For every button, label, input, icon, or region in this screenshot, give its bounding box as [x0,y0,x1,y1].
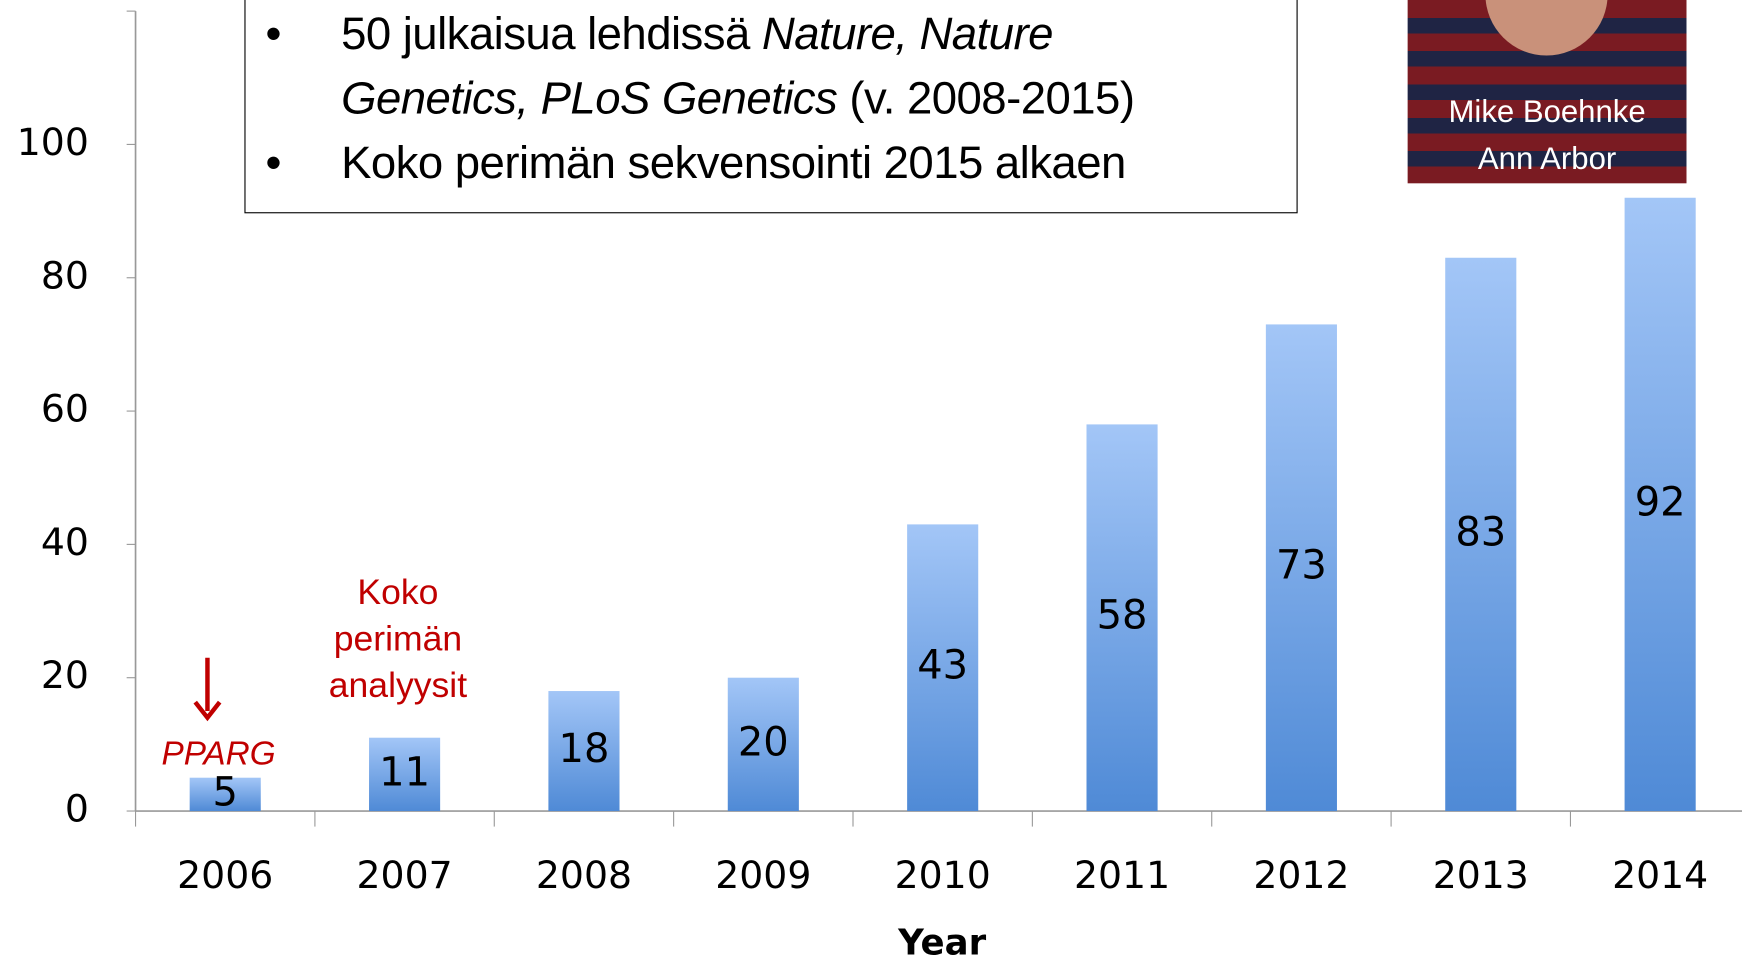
value-label: 83 [1455,509,1506,555]
x-tick-label: 2011 [1074,853,1170,897]
x-tick-label: 2006 [177,853,273,897]
x-tick-label: 2012 [1253,853,1349,897]
bullet-text: Koko perimän sekvensointi 2015 alkaen [341,136,1126,188]
caption-line: Mike Boehnke [1448,94,1646,129]
photo-face [1485,0,1608,56]
value-label: 73 [1276,543,1327,589]
y-tick-label: 80 [41,253,89,297]
x-tick-label: 2007 [357,853,453,897]
bullet-list: 50 julkaisua lehdissä Nature, Nature Gen… [246,0,1297,194]
x-axis-label: Year [897,922,987,963]
bullet-text: Nature, Nature Genetics, PLoS Genetics [341,7,1053,124]
bullet: Koko perimän sekvensointi 2015 alkaen [266,130,1252,194]
x-tick-label: 2008 [536,853,632,897]
y-tick-label: 100 [17,120,89,164]
value-label: 11 [379,749,430,795]
annotation: Koko [357,572,438,612]
annotation: analyysit [329,665,467,705]
bar [727,677,799,812]
annotation: perimän [334,618,462,658]
bar [548,691,620,812]
photo: Mike Boehnke Ann Arbor [1407,0,1687,184]
bar [1086,424,1158,812]
annotation-arrow-head [193,700,222,722]
value-label: 20 [738,719,789,765]
x-tick-label: 2013 [1433,853,1529,897]
x-tick-label: 2010 [895,853,991,897]
bar [907,524,979,812]
x-tick-label: 2014 [1612,853,1708,897]
value-label: 58 [1097,593,1148,639]
photo-caption: Mike Boehnke Ann Arbor [1408,89,1687,182]
bar [1624,197,1696,812]
y-tick-label: 20 [41,653,89,697]
y-tick-label: 40 [41,520,89,564]
bar [189,777,261,812]
value-label: 92 [1635,479,1686,525]
value-label: 5 [212,769,237,815]
value-label: 18 [559,726,610,772]
y-tick-label: 60 [41,387,89,431]
bullet-text: (v. 2008-2015) [837,72,1135,124]
annotation: PPARG [161,735,275,772]
x-tick-label: 2009 [715,853,811,897]
bullet-text: 50 julkaisua lehdissä [341,7,762,59]
bar [1265,324,1337,812]
bar [369,737,441,812]
value-label: 43 [917,643,968,689]
bullet: 50 julkaisua lehdissä Nature, Nature Gen… [266,1,1252,130]
caption-line: Ann Arbor [1477,141,1617,176]
bar [1445,257,1517,812]
y-tick-label: 0 [65,787,89,831]
text-box: 50 julkaisua lehdissä Nature, Nature Gen… [244,0,1298,214]
